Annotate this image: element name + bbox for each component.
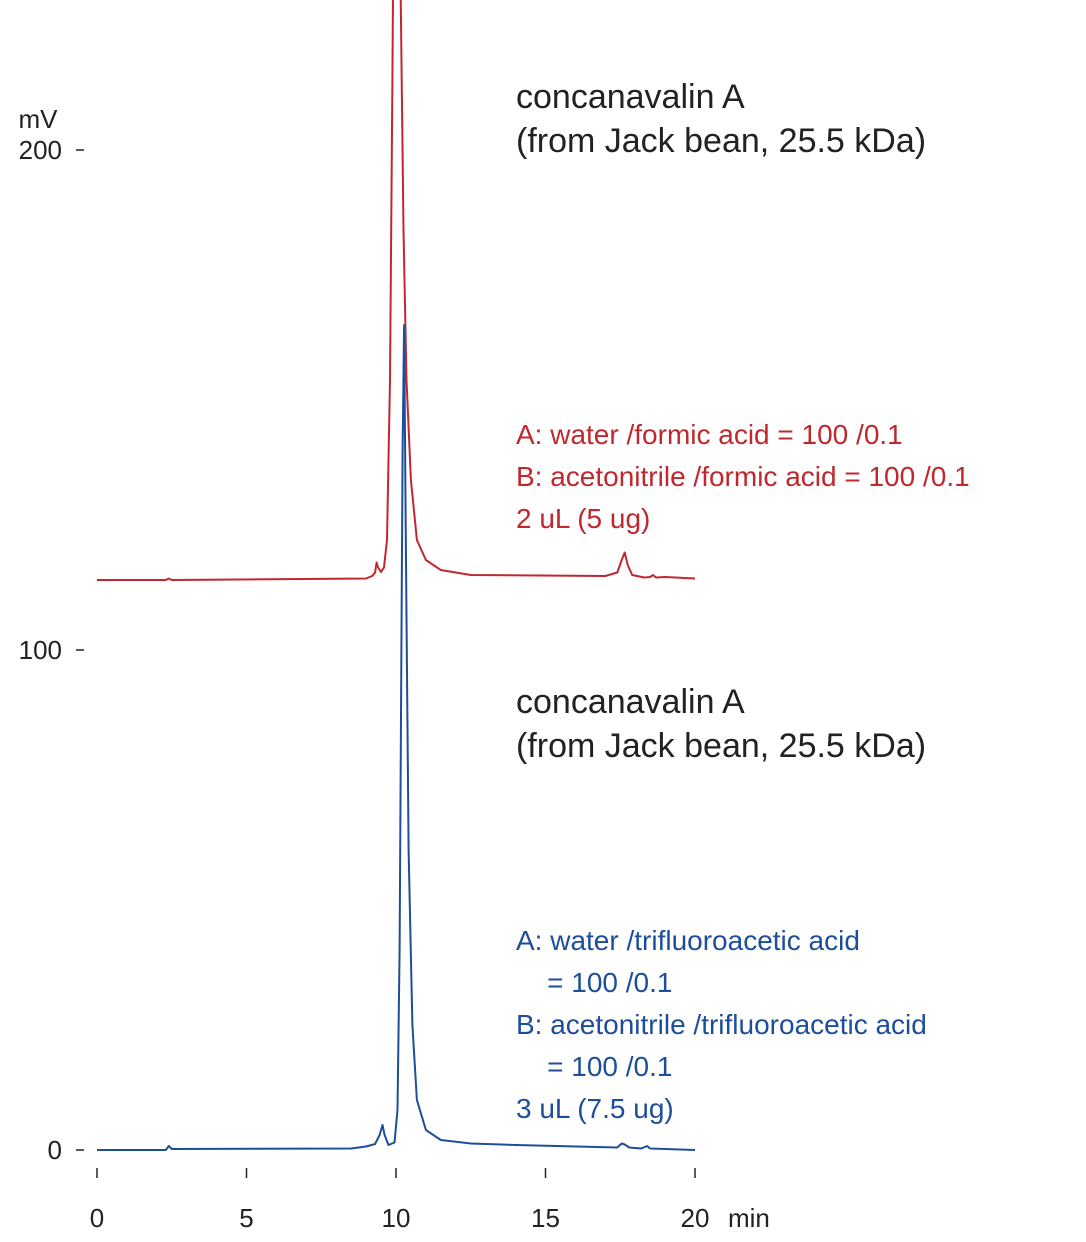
blue-trace-conditions: 3 uL (7.5 ug) [516, 1093, 674, 1124]
y-tick-label: 200 [19, 135, 62, 165]
red-trace-conditions: A: water /formic acid = 100 /0.1 [516, 419, 903, 450]
blue-trace-conditions: = 100 /0.1 [516, 1051, 672, 1082]
y-tick-label: 0 [48, 1135, 62, 1165]
traces [97, 0, 696, 1151]
series-blue-trace [97, 324, 696, 1151]
x-tick-label: 0 [90, 1203, 104, 1233]
blue-trace-title: concanavalin A [516, 683, 745, 721]
x-axis: 0 5 10 15 20 min [90, 1168, 770, 1233]
x-tick-label: 5 [239, 1203, 253, 1233]
x-tick-label: 15 [531, 1203, 560, 1233]
blue-trace-title: (from Jack bean, 25.5 kDa) [516, 727, 926, 765]
y-axis-label: mV [19, 104, 59, 134]
x-tick-label: 20 [681, 1203, 710, 1233]
y-axis: mV 0 100 200 [19, 104, 84, 1165]
blue-trace-conditions: B: acetonitrile /trifluoroacetic acid [516, 1009, 927, 1040]
y-tick-label: 100 [19, 635, 62, 665]
red-trace-title: concanavalin A [516, 78, 745, 116]
blue-trace-conditions: A: water /trifluoroacetic acid [516, 925, 860, 956]
blue-trace-conditions: = 100 /0.1 [516, 967, 672, 998]
annotations: concanavalin A (from Jack bean, 25.5 kDa)… [516, 78, 970, 1124]
red-trace-conditions: B: acetonitrile /formic acid = 100 /0.1 [516, 461, 970, 492]
red-trace-conditions: 2 uL (5 ug) [516, 503, 650, 534]
x-axis-label: min [728, 1203, 770, 1233]
red-trace-title: (from Jack bean, 25.5 kDa) [516, 122, 926, 160]
series-red-trace [97, 0, 696, 581]
x-tick-label: 10 [382, 1203, 411, 1233]
